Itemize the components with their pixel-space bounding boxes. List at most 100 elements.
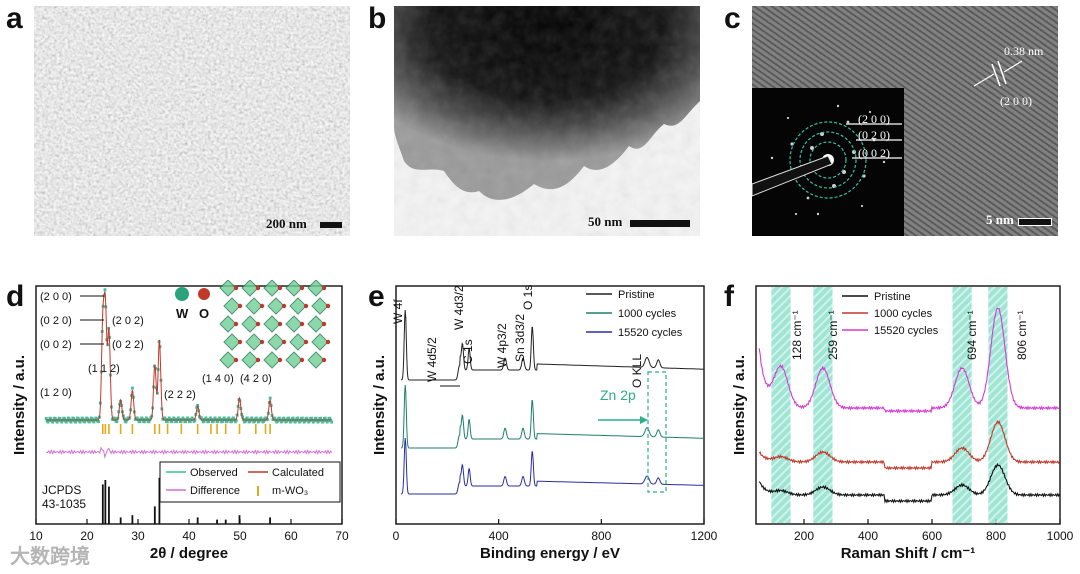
saed-plane-label-2: (0 2 0) [858,128,890,142]
peak-annotation: C 1s [461,339,475,364]
band-128 [771,287,791,523]
scale-bar-b [630,220,690,227]
panel-label-b: b [368,2,387,35]
x-tick-label: 70 [335,529,349,543]
x-tick-label: 800 [591,529,611,543]
legend-entry: Pristine [874,291,911,303]
peak-annotation: W 4p3/2 [495,323,509,368]
series-1000-cycles [758,419,1061,471]
band-label: 806 cm⁻¹ [1015,310,1029,360]
hrtem-image: 0.38 nm (2 0 0) [752,6,1058,236]
legend-entry: 1000 cycles [874,308,933,320]
legend-box [159,461,341,503]
panel-label-c: c [724,2,741,35]
peak-annotation: Sn 3d3/2 [513,314,527,362]
x-axis-label: Binding energy / eV [480,545,620,562]
peak-label: (2 2 2) [164,389,196,401]
xrd-chart: 10 20 30 40 50 60 70 2θ / degree Intensity / a.u… [11,280,349,562]
y-axis-label: Intensity / a.u. [371,355,388,455]
x-tick-label: 1000 [1047,529,1074,543]
x-tick-label: 200 [794,529,814,543]
x-tick-label: 400 [489,529,509,543]
crystal-structure-icon [219,280,331,369]
y-axis-label: Intensity / a.u. [731,355,748,455]
legend-entry: 1000 cycles [618,308,677,320]
sem-image: 200 nm [34,6,350,236]
lattice-spacing-label: 0.38 nm [1004,44,1044,58]
peak-label: (0 0 2) [40,339,72,351]
legend-entry: m-WO₃ [272,485,308,497]
x-tick-label: 400 [858,529,878,543]
panel-label-e: e [368,280,385,313]
w-atom-icon [175,287,189,301]
reference-label-line-1: JCPDS [42,483,81,497]
peak-annotation: O 1s [521,285,535,310]
peak-label: (0 2 2) [112,339,144,351]
peak-annotation: W 4f [391,299,405,324]
peak-annotation: W 4d5/2 [425,337,439,382]
legend-entry: Observed [190,467,238,479]
scale-bar-a [320,222,342,228]
band-label: 128 cm⁻¹ [790,310,804,360]
lattice-plane-label: (2 0 0) [1000,94,1032,108]
legend-entry: 15520 cycles [618,327,683,339]
band-label: 694 cm⁻¹ [965,310,979,360]
legend-entry: Pristine [618,289,655,301]
x-tick-label: 60 [284,529,298,543]
peak-label: (1 4 0) [202,373,234,385]
x-axis-label: Raman Shift / cm⁻¹ [841,545,976,562]
saed-inset [752,88,904,236]
legend-entry: Difference [190,485,240,497]
plot-frame [395,285,705,525]
peak-label: (1 1 2) [88,363,120,375]
peak-label: (2 0 2) [112,315,144,327]
panel-label-d: d [6,280,25,313]
x-tick-label: 0 [393,529,400,543]
x-tick-label: 600 [922,529,942,543]
atom-label-o: O [199,306,209,321]
series-15520-cycles [758,307,1061,414]
zn-region-box [647,371,667,493]
difference-series [46,446,333,460]
legend-entry: 15520 cycles [874,325,939,337]
raman-chart: 200 400 600 800 1000 Raman Shift / cm⁻¹ Intens… [731,285,1074,562]
x-tick-label: 800 [986,529,1006,543]
y-axis-label: Intensity / a.u. [11,355,28,455]
band-259 [813,287,833,523]
xps-chart: 0 400 800 1200 Binding energy / eV Intensity … [371,285,718,562]
series-1000-cycles [401,384,704,449]
series-pristine [758,462,1061,504]
peak-label: (4 2 0) [240,373,272,385]
x-tick-label: 50 [233,529,247,543]
scale-bar-label-a: 200 nm [266,216,307,231]
band-label: 259 cm⁻¹ [826,310,840,360]
peak-label: (1 2 0) [40,387,72,399]
watermark: 大数跨境 [10,544,90,568]
scale-bar-label-c: 5 nm [986,212,1014,227]
peak-annotation: O KLL [630,354,644,388]
series-15520-cycles [401,437,705,495]
panel-label-f: f [724,280,734,313]
x-tick-label: 40 [182,529,196,543]
calculated-series [46,291,332,421]
peak-annotation: W 4d3/2 [452,285,466,330]
x-tick-label: 20 [80,529,94,543]
panel-label-a: a [6,2,23,35]
series-pristine [400,309,704,381]
atom-label-w: W [176,306,189,321]
band-694 [952,287,972,523]
o-atom-icon [198,288,210,300]
saed-plane-label-1: (2 0 0) [858,112,890,126]
peak-label: (0 2 0) [40,315,72,327]
x-tick-label: 30 [131,529,145,543]
saed-plane-label-3: (0 0 2) [858,146,890,160]
scale-bar-c [1018,218,1052,226]
peak-annotation-zn: Zn 2p [600,387,636,403]
peak-label: (2 0 0) [40,291,72,303]
band-806 [988,287,1008,523]
plot-frame [755,285,1061,525]
legend-entry: Calculated [272,467,324,479]
x-axis-label: 2θ / degree [150,545,228,562]
tem-image: 50 nm [394,6,700,236]
x-tick-label: 1200 [691,529,718,543]
